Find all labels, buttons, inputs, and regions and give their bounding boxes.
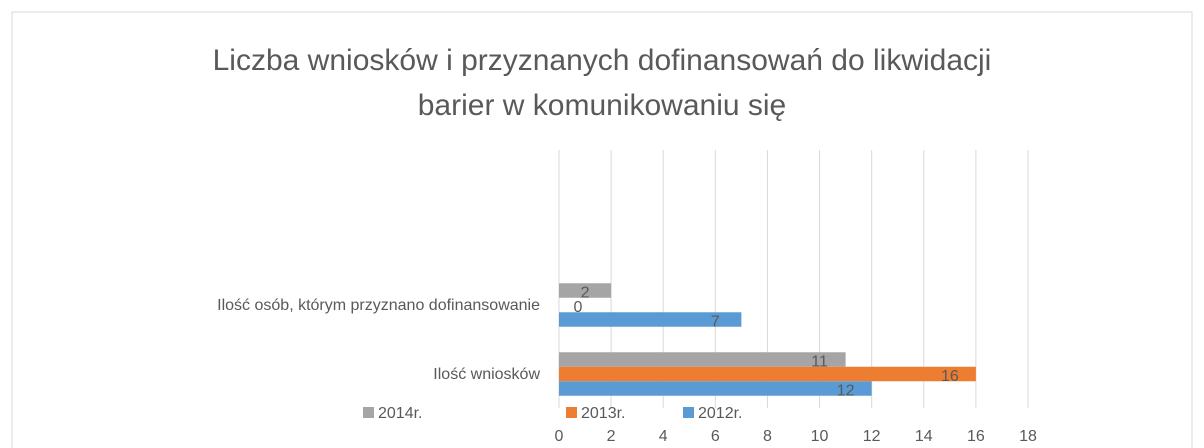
- bar: [559, 381, 872, 396]
- data-label: 11: [811, 354, 828, 371]
- x-tick-label: 12: [863, 428, 881, 445]
- bar: [559, 283, 612, 298]
- legend-label: 2014r.: [378, 405, 422, 422]
- category-label: Ilość wniosków: [433, 366, 540, 383]
- bar: [559, 352, 846, 367]
- chart-title: barier w komunikowaniu się: [418, 89, 787, 122]
- x-tick-label: 0: [555, 428, 564, 445]
- legend-swatch: [566, 407, 577, 418]
- chart-title: Liczba wniosków i przyznanych dofinansow…: [213, 44, 992, 77]
- chart-border: [11, 11, 1193, 448]
- legend-label: 2012r.: [698, 405, 742, 422]
- x-tick-label: 16: [967, 428, 985, 445]
- legend-label: 2013r.: [581, 405, 625, 422]
- bar: [559, 312, 742, 327]
- data-label: 2: [581, 285, 590, 302]
- legend-swatch: [363, 407, 374, 418]
- x-tick-label: 4: [659, 428, 668, 445]
- data-label: 12: [837, 383, 855, 400]
- x-tick-label: 6: [711, 428, 720, 445]
- category-label: Ilość osób, którym przyznano dofinansowa…: [217, 297, 540, 314]
- bar: [559, 366, 976, 382]
- legend-swatch: [683, 407, 694, 418]
- x-tick-label: 8: [763, 428, 772, 445]
- x-tick-label: 18: [1019, 428, 1037, 445]
- x-tick-label: 2: [607, 428, 616, 445]
- data-label: 0: [574, 299, 583, 316]
- x-tick-label: 14: [915, 428, 933, 445]
- data-label: 16: [941, 368, 959, 385]
- data-label: 7: [711, 314, 720, 331]
- x-tick-label: 10: [811, 428, 829, 445]
